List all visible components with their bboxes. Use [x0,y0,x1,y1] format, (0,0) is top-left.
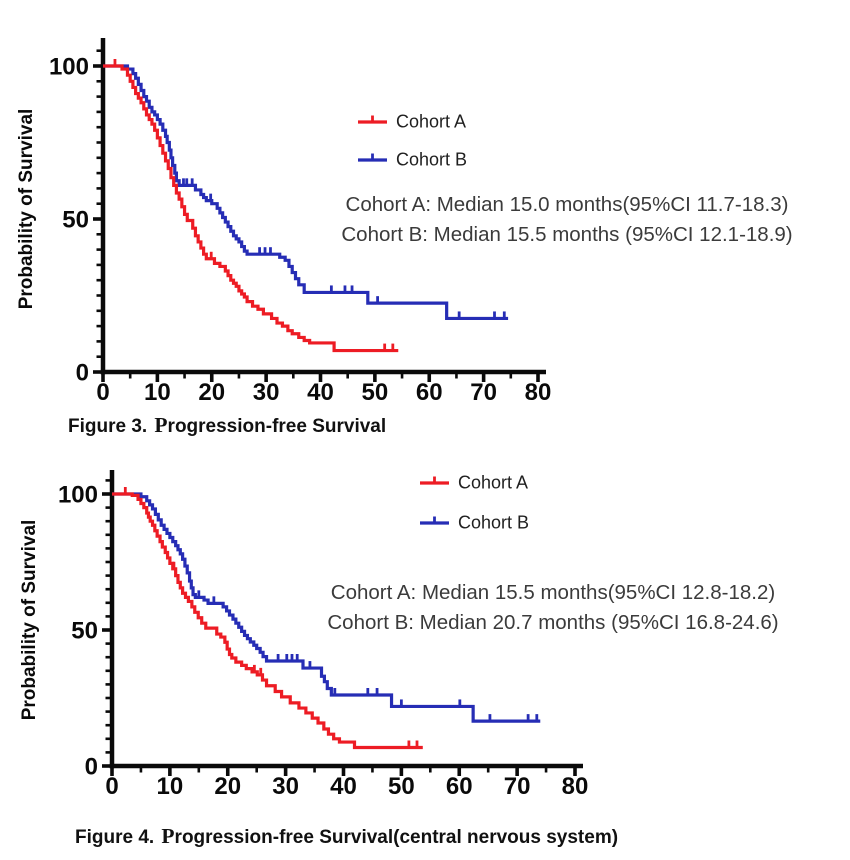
fig3-y-tick-label-100: 100 [49,54,89,81]
fig4-cohort-b-curve [112,492,541,723]
fig4-y-axis-title: Probability of Survival [19,519,40,721]
fig3-caption-lead-letter: P [154,413,168,437]
fig3-x-tick-label-80: 80 [525,379,552,406]
fig4-x-tick-label-50: 50 [388,773,415,800]
fig4-y-tick-label-100: 100 [58,482,98,509]
fig3-x-tick-label-50: 50 [362,379,389,406]
fig3-legend-label-cohort-b: Cohort B [396,149,468,170]
fig3-y-axis-title: Probability of Survival [16,108,37,310]
fig3-x-tick-label-20: 20 [198,379,225,406]
fig3-cohort-a-curve [103,64,399,353]
fig4-y-tick-label-50: 50 [71,618,98,645]
fig3-annotation-cohort-b: Cohort B: Median 15.5 months (95%CI 12.1… [341,223,793,246]
fig4-median-annotation: Cohort A: Median 15.5 months(95%CI 12.8-… [293,578,813,638]
fig4-x-tick-label-80: 80 [562,773,589,800]
fig4-x-tick-label-10: 10 [157,773,184,800]
fig3-cohort-b-curve [103,64,509,321]
fig4-annotation-cohort-a: Cohort A: Median 15.5 months(95%CI 12.8-… [330,581,776,604]
fig4-x-tick-label-30: 30 [272,773,299,800]
fig4-y-tick-label-0: 0 [85,754,98,781]
fig3-median-annotation: Cohort A: Median 15.0 months(95%CI 11.7-… [297,190,837,250]
fig3-legend-label-cohort-a: Cohort A [396,111,467,132]
fig4-caption-number: Figure 4. [75,827,155,848]
fig3-x-tick-label-30: 30 [253,379,280,406]
fig4-x-tick-label-70: 70 [504,773,531,800]
fig3-x-tick-label-40: 40 [307,379,334,406]
fig4-x-tick-label-20: 20 [214,773,241,800]
fig4-caption: Figure 4. Progression-free Survival(centr… [75,824,618,849]
fig3-x-tick-label-70: 70 [470,379,497,406]
fig3-y-tick-label-50: 50 [62,207,89,234]
fig3-x-tick-label-10: 10 [144,379,171,406]
fig4-caption-title: rogression-free Survival(central nervous… [174,827,619,848]
fig3-caption: Figure 3. Progression-free Survival [68,413,386,438]
fig4-legend-label-cohort-b: Cohort B [458,512,530,533]
fig4-cohort-a-curve [112,492,423,750]
fig3-annotation-cohort-a: Cohort A: Median 15.0 months(95%CI 11.7-… [345,193,789,216]
fig3-caption-number: Figure 3. [68,416,148,437]
fig4-annotation-cohort-b: Cohort B: Median 20.7 months (95%CI 16.8… [327,611,779,634]
fig3-caption-title: rogression-free Survival [167,416,387,437]
fig4-caption-lead-letter: P [161,824,175,848]
fig4-legend-label-cohort-a: Cohort A [458,472,529,493]
fig3-x-tick-label-0: 0 [96,379,109,406]
fig3-y-tick-label-0: 0 [76,360,89,387]
fig3-x-tick-label-60: 60 [416,379,443,406]
fig4-x-tick-label-40: 40 [330,773,357,800]
fig4-x-tick-label-0: 0 [105,773,118,800]
fig4-x-tick-label-60: 60 [446,773,473,800]
